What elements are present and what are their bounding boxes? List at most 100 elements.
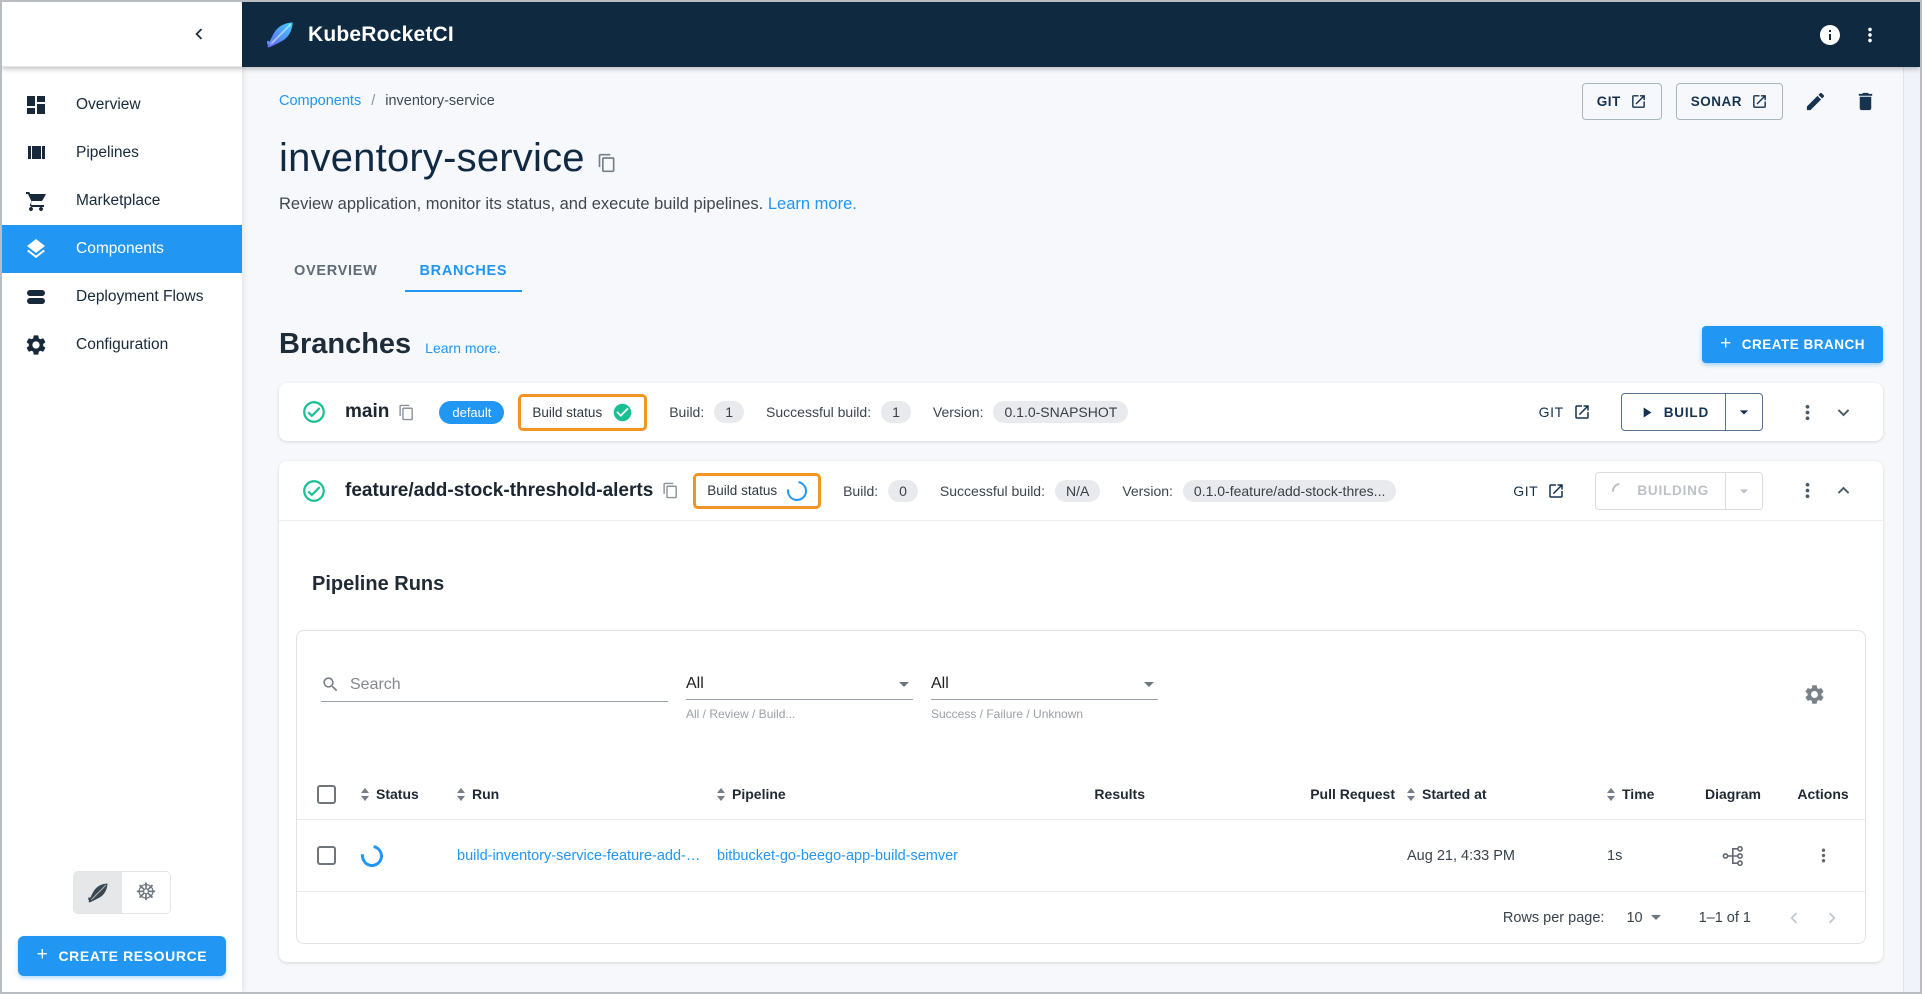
column-header-status[interactable]: Status bbox=[355, 786, 451, 802]
column-label: Pipeline bbox=[732, 786, 786, 802]
row-menu-button[interactable] bbox=[1806, 839, 1840, 873]
version-label: Version: bbox=[932, 404, 984, 420]
search-input[interactable] bbox=[350, 675, 668, 694]
column-header-pipeline[interactable]: Pipeline bbox=[711, 786, 1011, 802]
version-badge: 0.1.0-feature/add-stock-thres... bbox=[1182, 479, 1397, 502]
sidebar-item-label: Deployment Flows bbox=[76, 288, 204, 305]
tab-overview[interactable]: OVERVIEW bbox=[294, 263, 378, 279]
learn-more-link[interactable]: Learn more. bbox=[767, 195, 857, 213]
next-page-button[interactable] bbox=[1813, 899, 1851, 937]
column-label: Time bbox=[1622, 786, 1655, 802]
status-select[interactable]: All bbox=[931, 675, 1158, 700]
building-split-button: BUILDING bbox=[1595, 471, 1763, 510]
app-header: KubeRocketCI bbox=[242, 2, 1920, 67]
rows-per-page-select[interactable]: 10 bbox=[1626, 910, 1664, 926]
chevron-left-icon bbox=[195, 28, 203, 40]
plus-icon: + bbox=[1720, 332, 1732, 354]
tab-branches[interactable]: BRANCHES bbox=[404, 252, 523, 292]
build-split-button: BUILD bbox=[1620, 393, 1763, 431]
build-status-highlight: Build status bbox=[693, 472, 822, 509]
search-field bbox=[321, 675, 668, 702]
sidebar-item-marketplace[interactable]: Marketplace bbox=[2, 177, 242, 225]
successful-build-label: Successful build: bbox=[766, 404, 872, 420]
sort-icon bbox=[361, 787, 369, 801]
branch-menu-button[interactable] bbox=[1789, 394, 1825, 430]
header-menu-button[interactable] bbox=[1850, 15, 1890, 55]
branch-expand-button[interactable] bbox=[1825, 394, 1861, 430]
chevron-left-icon bbox=[1790, 912, 1798, 923]
sort-icon bbox=[457, 787, 465, 801]
pipeline-runs-table: Status Run Pipeline bbox=[297, 769, 1865, 943]
previous-page-button[interactable] bbox=[1775, 899, 1813, 937]
table-settings-button[interactable] bbox=[1797, 677, 1831, 711]
column-header-run[interactable]: Run bbox=[451, 786, 711, 802]
breadcrumb: Components / inventory-service bbox=[279, 93, 495, 109]
column-header-started-at[interactable]: Started at bbox=[1401, 786, 1601, 802]
sonar-button[interactable]: SONAR bbox=[1675, 82, 1783, 120]
scrollbar-gutter[interactable] bbox=[1903, 67, 1920, 992]
theme-toggle-group: ☸ bbox=[73, 871, 171, 914]
building-button: BUILDING bbox=[1596, 473, 1725, 509]
sidebar-item-deployment-flows[interactable]: Deployment Flows bbox=[2, 273, 242, 321]
build-button[interactable]: BUILD bbox=[1622, 394, 1725, 430]
main-content: Components / inventory-service GIT SONAR bbox=[242, 67, 1903, 992]
copy-icon[interactable] bbox=[597, 153, 617, 173]
successful-build-badge: 1 bbox=[881, 401, 911, 423]
git-link-label: GIT bbox=[1538, 404, 1564, 420]
create-branch-button[interactable]: + CREATE BRANCH bbox=[1702, 326, 1883, 363]
branch-menu-button[interactable] bbox=[1789, 473, 1825, 509]
create-resource-button[interactable]: + CREATE RESOURCE bbox=[18, 936, 226, 976]
breadcrumb-components-link[interactable]: Components bbox=[279, 93, 362, 109]
build-label: Build: bbox=[669, 404, 705, 420]
info-button[interactable] bbox=[1810, 15, 1850, 55]
divider bbox=[1725, 472, 1726, 509]
kuberocketci-view-toggle[interactable] bbox=[74, 872, 122, 913]
pipeline-runs-heading: Pipeline Runs bbox=[312, 573, 445, 595]
edit-component-button[interactable] bbox=[1797, 83, 1833, 119]
top-bar: KubeRocketCI bbox=[2, 2, 1920, 67]
kebab-icon bbox=[1821, 848, 1825, 863]
pipelines-icon bbox=[28, 146, 45, 159]
build-options-button bbox=[1726, 473, 1762, 509]
run-link[interactable]: build-inventory-service-feature-add-stoc… bbox=[457, 847, 705, 864]
play-icon bbox=[1643, 407, 1652, 417]
sidebar-item-components[interactable]: Components bbox=[2, 225, 242, 273]
gear-icon bbox=[1805, 684, 1823, 704]
pipeline-type-filter: All All / Review / Build... bbox=[686, 675, 913, 721]
filters-row: All All / Review / Build... All bbox=[297, 631, 1865, 721]
sidebar-header bbox=[2, 2, 242, 67]
sidebar-item-overview[interactable]: Overview bbox=[2, 81, 242, 129]
git-button[interactable]: GIT bbox=[1581, 82, 1662, 120]
branches-learn-more-link[interactable]: Learn more. bbox=[425, 340, 501, 356]
external-link-icon bbox=[1631, 94, 1645, 108]
column-header-time[interactable]: Time bbox=[1601, 786, 1685, 802]
copy-icon[interactable] bbox=[662, 482, 679, 499]
pipeline-runs-section: Pipeline Runs All bbox=[279, 573, 1883, 962]
version-label: Version: bbox=[1122, 482, 1173, 499]
branch-git-link[interactable]: GIT bbox=[1513, 482, 1565, 500]
branch-git-link[interactable]: GIT bbox=[1539, 403, 1591, 421]
row-checkbox[interactable] bbox=[316, 846, 336, 865]
sidebar-collapse-button[interactable] bbox=[182, 17, 216, 51]
pipeline-type-select[interactable]: All bbox=[686, 675, 913, 700]
rows-per-page-label: Rows per page: bbox=[1502, 909, 1605, 926]
branch-collapse-button[interactable] bbox=[1825, 473, 1861, 509]
git-button-label: GIT bbox=[1596, 93, 1621, 109]
page-title: inventory-service bbox=[279, 136, 585, 180]
copy-icon[interactable] bbox=[398, 404, 415, 421]
kubernetes-view-toggle[interactable]: ☸ bbox=[122, 872, 170, 913]
column-header-pull-request: Pull Request bbox=[1151, 786, 1401, 802]
pipeline-link[interactable]: bitbucket-go-beego-app-build-semver bbox=[717, 847, 958, 864]
delete-component-button[interactable] bbox=[1847, 83, 1883, 119]
sonar-button-label: SONAR bbox=[1690, 93, 1742, 109]
quill-icon bbox=[87, 882, 109, 903]
description-text: Review application, monitor its status, … bbox=[279, 195, 764, 213]
sidebar-item-pipelines[interactable]: Pipelines bbox=[2, 129, 242, 177]
build-status-label: Build status bbox=[532, 404, 603, 420]
caret-down-icon bbox=[1144, 681, 1154, 687]
sidebar-item-configuration[interactable]: Configuration bbox=[2, 321, 242, 369]
diagram-button[interactable] bbox=[1716, 839, 1750, 873]
build-options-button[interactable] bbox=[1726, 394, 1762, 430]
select-all-checkbox[interactable] bbox=[316, 784, 336, 804]
version-badge: 0.1.0-SNAPSHOT bbox=[993, 401, 1129, 423]
